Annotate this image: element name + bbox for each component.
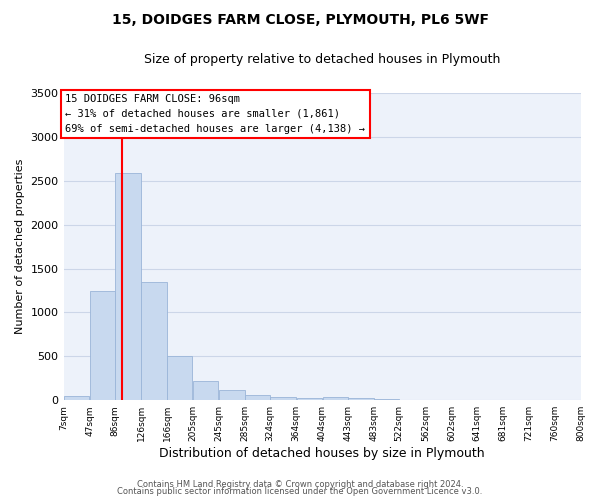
Bar xyxy=(245,396,270,400)
Bar xyxy=(115,173,141,400)
Text: Contains public sector information licensed under the Open Government Licence v3: Contains public sector information licen… xyxy=(118,487,482,496)
Bar xyxy=(167,356,193,400)
Text: Contains HM Land Registry data © Crown copyright and database right 2024.: Contains HM Land Registry data © Crown c… xyxy=(137,480,463,489)
Bar xyxy=(219,390,245,400)
Bar xyxy=(271,396,296,400)
Title: Size of property relative to detached houses in Plymouth: Size of property relative to detached ho… xyxy=(144,52,500,66)
Text: 15 DOIDGES FARM CLOSE: 96sqm
← 31% of detached houses are smaller (1,861)
69% of: 15 DOIDGES FARM CLOSE: 96sqm ← 31% of de… xyxy=(65,94,365,134)
Bar xyxy=(64,396,89,400)
Bar xyxy=(193,382,218,400)
Bar xyxy=(348,398,374,400)
Bar xyxy=(142,282,167,400)
Text: 15, DOIDGES FARM CLOSE, PLYMOUTH, PL6 5WF: 15, DOIDGES FARM CLOSE, PLYMOUTH, PL6 5W… xyxy=(112,12,488,26)
Y-axis label: Number of detached properties: Number of detached properties xyxy=(15,159,25,334)
X-axis label: Distribution of detached houses by size in Plymouth: Distribution of detached houses by size … xyxy=(159,447,485,460)
Bar xyxy=(90,290,115,400)
Bar xyxy=(323,396,347,400)
Bar xyxy=(296,398,322,400)
